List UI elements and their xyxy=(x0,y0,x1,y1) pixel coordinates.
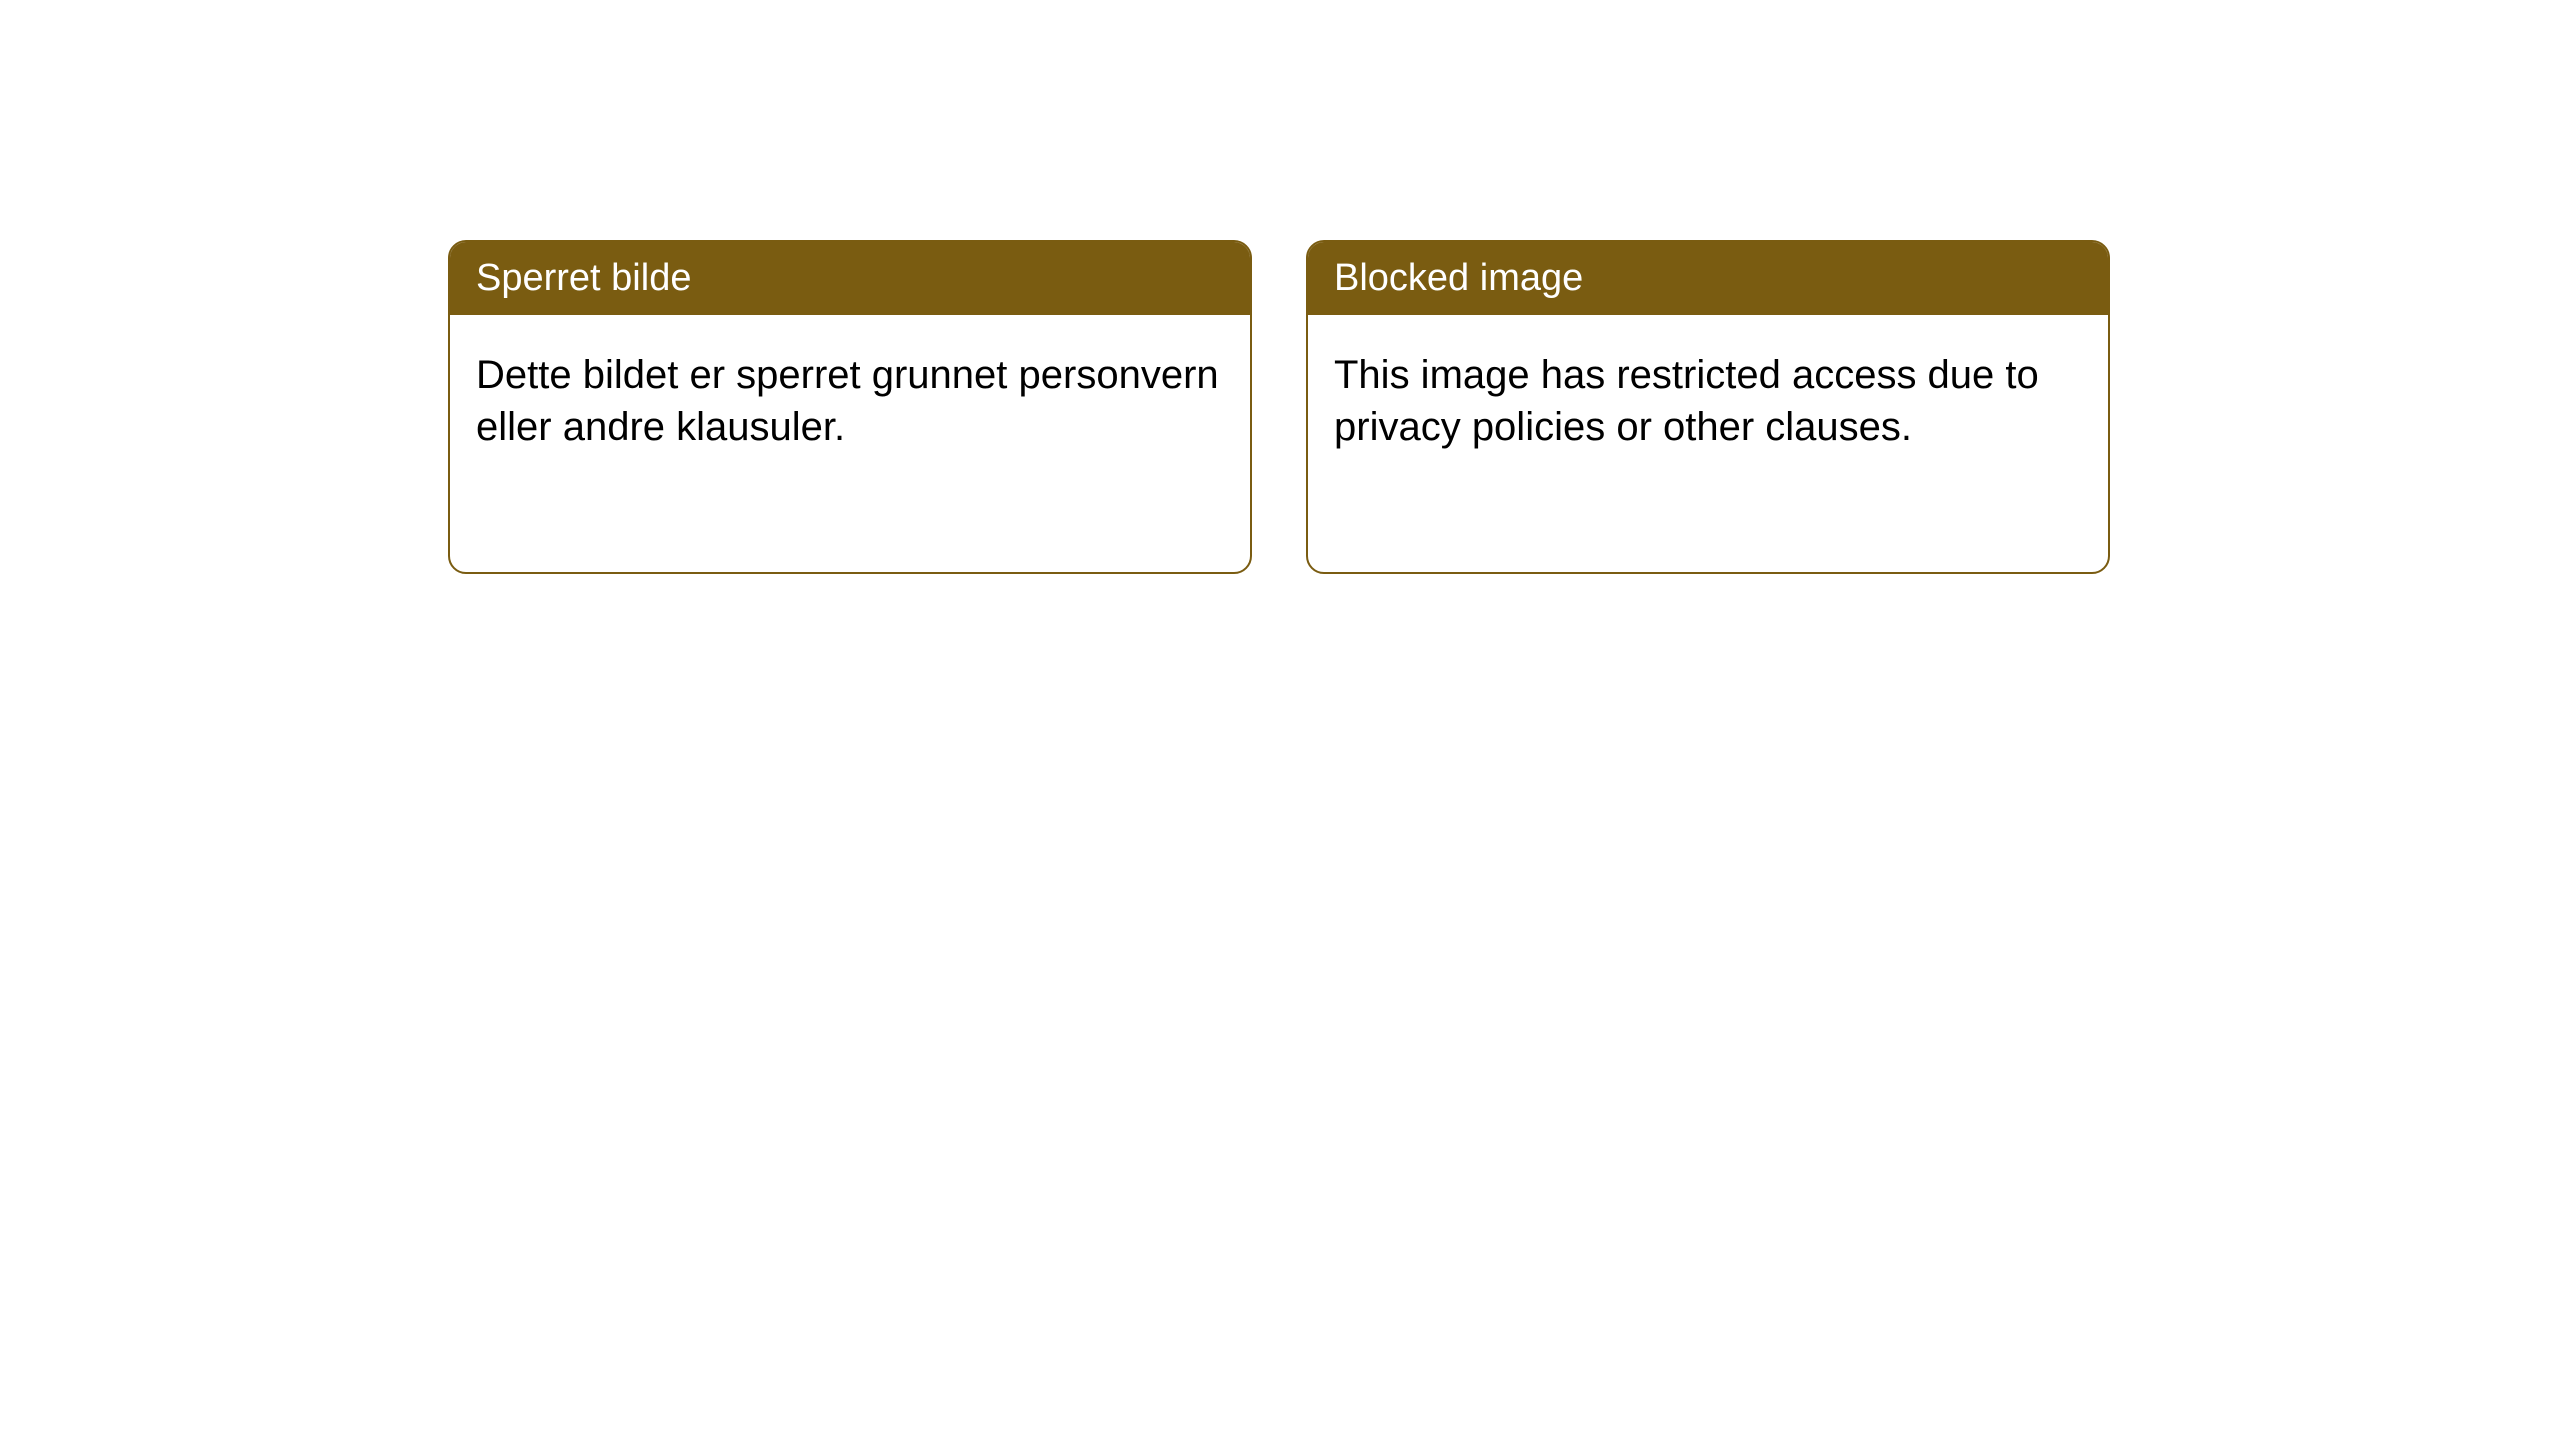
notice-card-english: Blocked image This image has restricted … xyxy=(1306,240,2110,574)
notice-message: Dette bildet er sperret grunnet personve… xyxy=(476,353,1219,449)
notice-container: Sperret bilde Dette bildet er sperret gr… xyxy=(0,0,2560,574)
notice-header: Sperret bilde xyxy=(450,242,1250,315)
notice-title: Sperret bilde xyxy=(476,257,691,299)
notice-message: This image has restricted access due to … xyxy=(1334,353,2039,449)
notice-header: Blocked image xyxy=(1308,242,2108,315)
notice-title: Blocked image xyxy=(1334,257,1583,299)
notice-body: This image has restricted access due to … xyxy=(1308,315,2108,487)
notice-card-norwegian: Sperret bilde Dette bildet er sperret gr… xyxy=(448,240,1252,574)
notice-body: Dette bildet er sperret grunnet personve… xyxy=(450,315,1250,487)
